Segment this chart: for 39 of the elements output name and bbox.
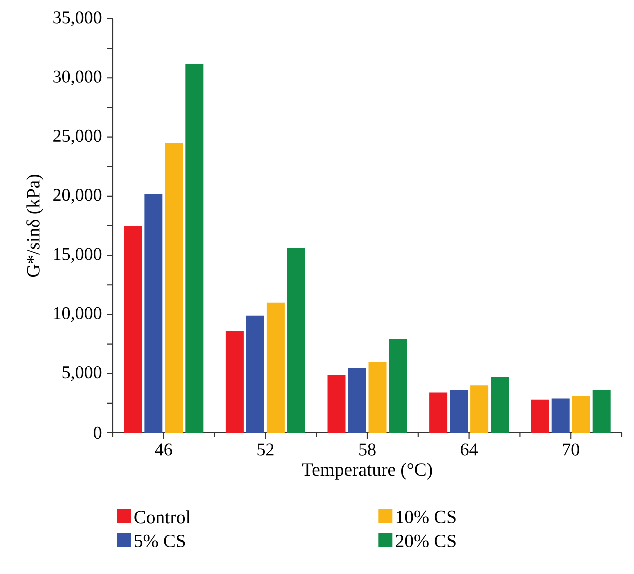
bar [470, 386, 489, 433]
bar [124, 226, 142, 433]
bar [389, 340, 408, 433]
y-tick-label: 0 [94, 426, 102, 440]
y-tick-label: 30,000 [54, 70, 102, 86]
bar [531, 400, 550, 433]
bar [572, 396, 590, 433]
bar [491, 377, 510, 433]
y-tick-label: 25,000 [54, 130, 102, 145]
legend-label: 10% CS [396, 510, 456, 524]
bar [144, 194, 163, 433]
y-tick-label: 35,000 [54, 12, 102, 26]
bar [266, 302, 285, 433]
bar [246, 316, 264, 433]
bar [552, 398, 570, 433]
x-tick-label: 70 [563, 444, 580, 456]
legend-label: 5% CS [135, 534, 186, 548]
legend-label: 20% CS [396, 534, 456, 548]
bar [226, 331, 244, 433]
y-tick-label: 5,000 [62, 366, 102, 382]
bar [592, 390, 611, 433]
y-tick-label: 15,000 [54, 248, 102, 263]
bar [368, 362, 387, 433]
bar [328, 375, 346, 433]
y-axis-title: G*/sinδ (kPa) [26, 174, 44, 278]
bar [430, 392, 448, 433]
x-tick-label: 58 [360, 444, 376, 456]
bar [186, 64, 204, 433]
x-tick-label: 64 [461, 444, 478, 456]
y-tick-label: 10,000 [54, 307, 102, 322]
x-tick-label: 52 [258, 444, 274, 456]
bar [450, 390, 468, 433]
bar [287, 248, 306, 433]
x-axis-title: Temperature (°C) [302, 462, 432, 480]
bar [165, 143, 184, 433]
bar [348, 368, 366, 433]
x-tick-label: 46 [155, 444, 172, 456]
y-tick-label: 20,000 [54, 189, 102, 204]
legend-label: Control [134, 510, 191, 524]
